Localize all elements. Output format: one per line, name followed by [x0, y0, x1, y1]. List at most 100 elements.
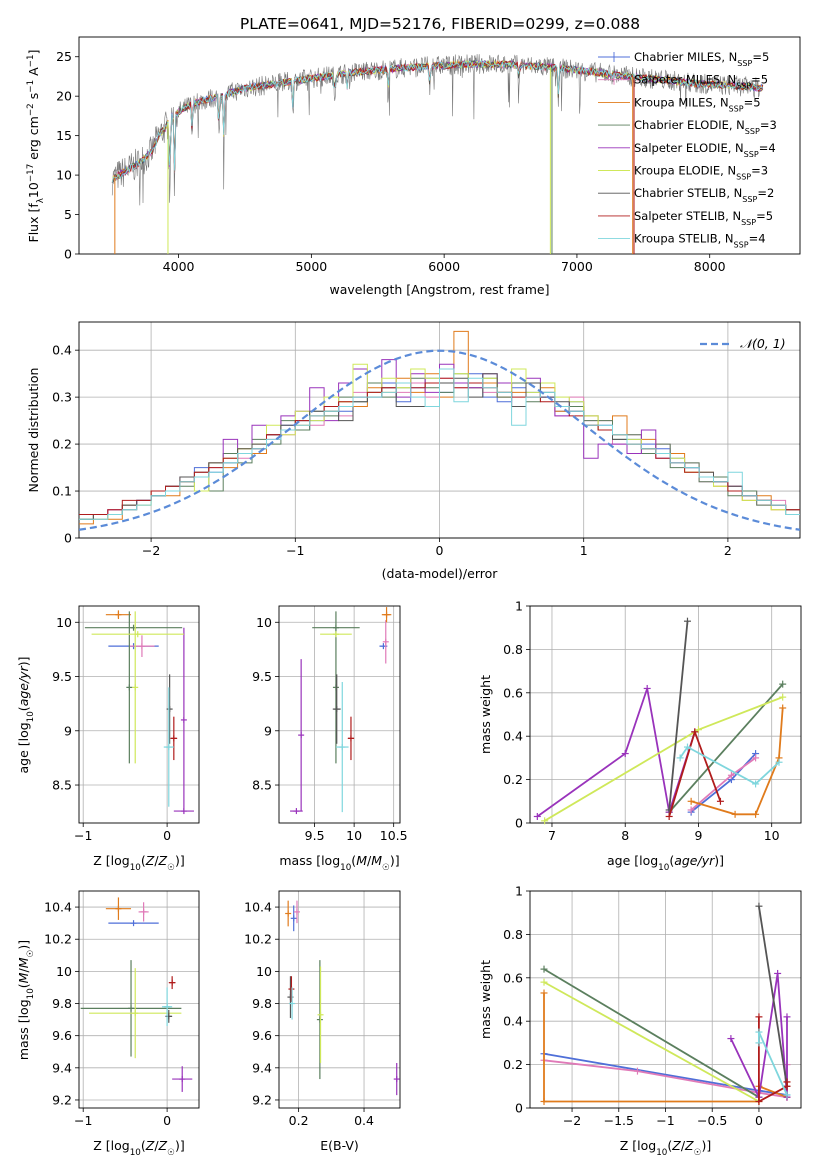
y-tick-label: 0.3 [52, 390, 72, 405]
x-tick-label: 5000 [295, 259, 327, 274]
axes-frame [78, 605, 200, 824]
x-axis-label-part: ( [141, 853, 146, 868]
axes-frame [78, 321, 801, 539]
legend-label-part: Kroupa MILES, N [634, 95, 729, 109]
y-tick-label: 10 [56, 964, 72, 979]
y-axis-label-part: )] [16, 940, 31, 950]
x-axis-label-part: / [154, 1138, 159, 1153]
y-tick-label: 1 [515, 884, 523, 899]
y-axis-label-part: )] [16, 656, 31, 666]
axes-frame [278, 890, 401, 1109]
x-axis-label-part: ( [669, 853, 674, 868]
gaussian-curve [79, 349, 800, 531]
y-axis-label-part: A [26, 67, 41, 80]
x-axis-label-part: )] [390, 853, 400, 868]
legend-label-part: Chabrier ELODIE, N [634, 118, 745, 132]
y-tick-label: 9.2 [252, 1092, 272, 1107]
x-axis-label: Z [log10(Z/Z☉)] [93, 853, 185, 873]
legend-label-part: SSP [729, 104, 744, 113]
x-tick-label: −2 [563, 1113, 581, 1128]
weight-line [543, 981, 760, 1103]
y-tick-label: 10 [56, 168, 72, 183]
y-axis-label-part: age/yr [16, 665, 31, 706]
y-tick-label: 10 [256, 964, 272, 979]
legend-label: Salpeter MILES, NSSP=5 [634, 73, 768, 91]
weight-vs-Z-panel: −2 −1.5 −1 −0.5 000.20.40.60.81Z [log10(Z/Z☉… [478, 884, 802, 1158]
x-axis-label-part: Z [log [93, 853, 129, 868]
weight-line [758, 906, 788, 1087]
y-tick-label: 5 [64, 207, 72, 222]
y-axis-label-part: −1 [26, 80, 36, 93]
y-tick-label: 15 [56, 128, 72, 143]
y-tick-label: 9.8 [52, 996, 72, 1011]
x-axis-label-part: Z [145, 1138, 155, 1153]
x-axis-label-part: Z [log [620, 1138, 656, 1153]
residual-histogram: −2 −1 0 1 2 0 0.1 0.2 0.3 0.4 𝒩(0, 1) (data-model)/… [26, 321, 801, 581]
y-tick-label: 9.6 [52, 1028, 72, 1043]
y-axis-label: mass weight [478, 960, 493, 1039]
x-axis-label-part: Z [log [93, 1138, 129, 1153]
legend-label-part: SSP [744, 149, 759, 158]
legend-label: 𝒩(0, 1) [740, 336, 786, 351]
x-tick-label: 8 [621, 828, 629, 843]
x-axis-label-part: )] [701, 1138, 711, 1153]
x-axis-label-part: ☉ [382, 863, 390, 873]
legend-label-part: Salpeter MILES, N [634, 73, 736, 87]
x-tick-label: 0 [436, 543, 444, 558]
y-tick-label: 9.5 [252, 669, 272, 684]
y-tick-label: 10.4 [44, 900, 72, 915]
y-axis-label-part: ] [26, 50, 41, 55]
y-tick-label: 0.4 [52, 343, 72, 358]
x-axis-label-part: Z [158, 1138, 168, 1153]
legend-label-part: Salpeter STELIB, N [634, 209, 741, 223]
weight-line [668, 621, 689, 811]
axes-frame [78, 36, 801, 255]
y-tick-label: 0.4 [503, 1014, 523, 1029]
y-axis-label-part: s [26, 93, 41, 104]
y-tick-label: 0.6 [503, 685, 523, 700]
spectrum-lines [111, 54, 764, 254]
legend-label-part: SSP [742, 195, 757, 204]
y-tick-label: 8.5 [252, 778, 272, 793]
x-axis-label: age [log10(age/yr)] [607, 853, 724, 873]
y-tick-label: 9.4 [252, 1060, 272, 1075]
y-tick-label: 0.2 [52, 437, 72, 452]
x-axis-label: E(B-V) [320, 1138, 359, 1153]
y-axis-label-part: 10 [26, 988, 36, 999]
legend-label-part: =3 [760, 118, 777, 132]
y-tick-label: 9.6 [252, 1028, 272, 1043]
legend-label: Chabrier ELODIE, NSSP=3 [634, 118, 777, 136]
x-tick-label: −1 [74, 1113, 92, 1128]
y-tick-label: 0.2 [503, 772, 523, 787]
x-axis-label-part: mass [log [279, 853, 340, 868]
x-axis-label-part: / [154, 853, 159, 868]
x-axis-label: Z [log10(Z/Z☉)] [620, 1138, 712, 1158]
x-axis-label-part: Z [684, 1138, 694, 1153]
x-axis-label-part: 10 [658, 863, 669, 873]
x-tick-label: 1 [580, 543, 588, 558]
x-axis-label-part: E(B-V) [320, 1138, 359, 1153]
legend-label: Chabrier MILES, NSSP=5 [634, 50, 769, 68]
y-tick-label: 9 [264, 723, 272, 738]
y-tick-label: 9.8 [252, 996, 272, 1011]
x-tick-label: 0.2 [289, 1113, 309, 1128]
weight-line [668, 683, 784, 813]
legend-label-part: SSP [736, 81, 751, 90]
axes-frame [529, 890, 802, 1109]
y-tick-label: 10.2 [44, 932, 72, 947]
legend-label-part: Kroupa ELODIE, N [634, 164, 736, 178]
x-axis-label: mass [log10(M/M☉)] [279, 853, 399, 873]
legend-label-part: Salpeter ELODIE, N [634, 141, 744, 155]
x-axis-label-part: Z [158, 853, 168, 868]
y-axis-label-part: −2 [26, 103, 36, 116]
y-axis-label: mass weight [478, 675, 493, 754]
x-tick-label: −1 [74, 828, 92, 843]
y-tick-label: 0.4 [503, 729, 523, 744]
y-tick-label: 0.1 [52, 484, 72, 499]
weight-line [544, 696, 784, 822]
x-tick-label: 10 [764, 828, 780, 843]
y-axis-label: Normed distribution [26, 368, 41, 493]
x-tick-label: 6000 [428, 259, 460, 274]
